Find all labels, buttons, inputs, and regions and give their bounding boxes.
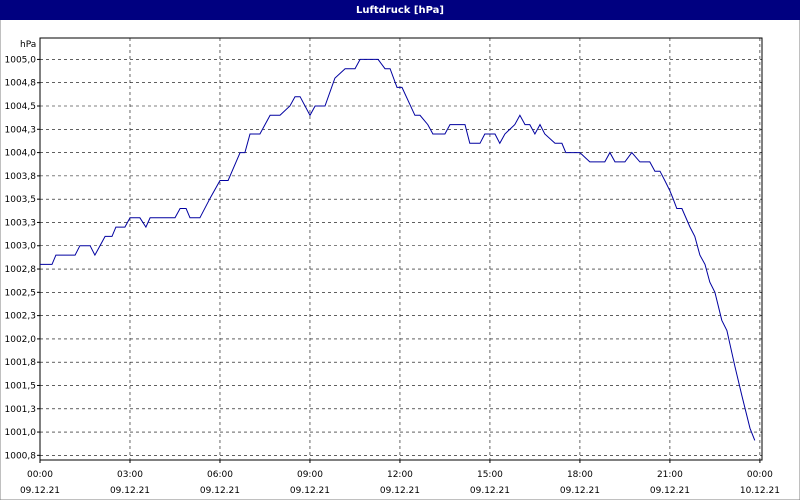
x-tick-date: 09.12.21 bbox=[20, 486, 60, 496]
x-tick-label: 00:00 bbox=[27, 470, 53, 480]
y-tick-label: 1004,8 bbox=[5, 79, 37, 89]
line bbox=[40, 58, 756, 441]
x-tick-date: 09.12.21 bbox=[560, 486, 600, 496]
y-tick-label: 1004,5 bbox=[5, 102, 37, 112]
y-tick-label: 1002,3 bbox=[5, 312, 37, 322]
y-tick-label: 1003,3 bbox=[5, 218, 37, 228]
y-tick-label: 1004,0 bbox=[5, 149, 37, 159]
x-tick-date: 09.12.21 bbox=[650, 486, 690, 496]
x-tick-label: 12:00 bbox=[387, 470, 413, 480]
y-tick-label: 1001,0 bbox=[5, 428, 37, 438]
y-tick-label: 1001,3 bbox=[5, 405, 37, 415]
x-tick-label: 03:00 bbox=[117, 470, 143, 480]
y-tick-label: 1002,5 bbox=[5, 288, 37, 298]
y-unit: hPa bbox=[20, 40, 36, 50]
y-tick-label: 1003,8 bbox=[5, 172, 37, 182]
x-tick-label: 00:00 bbox=[747, 470, 773, 480]
x-tick-label: 21:00 bbox=[657, 470, 683, 480]
y-tick-label: 1000,8 bbox=[5, 451, 37, 461]
plot-area bbox=[39, 37, 763, 461]
x-tick-label: 18:00 bbox=[567, 470, 593, 480]
y-tick-label: 1002,8 bbox=[5, 265, 37, 275]
chart-title: Luftdruck [hPa] bbox=[356, 5, 444, 16]
y-tick-label: 1001,5 bbox=[5, 381, 37, 391]
x-tick-label: 06:00 bbox=[207, 470, 233, 480]
x-tick-date: 09.12.21 bbox=[110, 486, 150, 496]
x-tick-label: 09:00 bbox=[297, 470, 323, 480]
y-tick-label: 1002,0 bbox=[5, 335, 37, 345]
y-tick-label: 1001,8 bbox=[5, 358, 37, 368]
x-tick-label: 15:00 bbox=[477, 470, 503, 480]
x-tick-date: 09.12.21 bbox=[380, 486, 420, 496]
x-tick-date: 09.12.21 bbox=[290, 486, 330, 496]
y-tick-label: 1003,5 bbox=[5, 195, 37, 205]
y-tick-label: 1005,0 bbox=[5, 55, 37, 65]
title-bar bbox=[0, 0, 800, 20]
y-tick-label: 1003,0 bbox=[5, 242, 37, 252]
x-tick-date: 09.12.21 bbox=[470, 486, 510, 496]
x-tick-date: 10.12.21 bbox=[740, 486, 780, 496]
x-tick-date: 09.12.21 bbox=[200, 486, 240, 496]
y-tick-label: 1004,3 bbox=[5, 125, 37, 135]
